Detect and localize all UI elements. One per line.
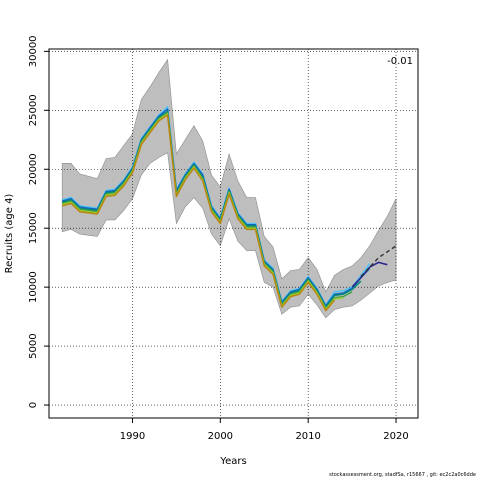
x-tick-label: 1990 bbox=[120, 431, 145, 442]
axes: 1990 2000 2010 2020 0 5000 10000 15000 20000 2500… bbox=[28, 35, 409, 442]
x-tick-label: 2000 bbox=[208, 431, 233, 442]
terminal-series-line bbox=[351, 261, 388, 288]
y-axis-label: Recruits (age 4) bbox=[4, 194, 15, 274]
grid bbox=[49, 49, 418, 418]
x-axis-label: Years bbox=[219, 456, 246, 467]
plot-frame bbox=[48, 48, 419, 419]
retro-rho-annotation: -0.01 bbox=[387, 56, 413, 67]
y-tick-label: 0 bbox=[28, 402, 39, 408]
series-line bbox=[62, 114, 336, 312]
y-tick-label: 25000 bbox=[28, 94, 39, 126]
x-tick-label: 2020 bbox=[383, 431, 408, 442]
y-tick-label: 20000 bbox=[28, 153, 39, 185]
forecast-line bbox=[360, 245, 397, 277]
series-lines bbox=[62, 106, 397, 312]
y-tick-label: 5000 bbox=[28, 333, 39, 358]
y-tick-label: 15000 bbox=[28, 212, 39, 244]
y-tick-label: 30000 bbox=[28, 35, 39, 67]
x-tick-label: 2010 bbox=[295, 431, 320, 442]
footer-source: stockassessment.org, stadfSa, r15667 , g… bbox=[329, 472, 476, 478]
y-tick-label: 10000 bbox=[28, 271, 39, 303]
